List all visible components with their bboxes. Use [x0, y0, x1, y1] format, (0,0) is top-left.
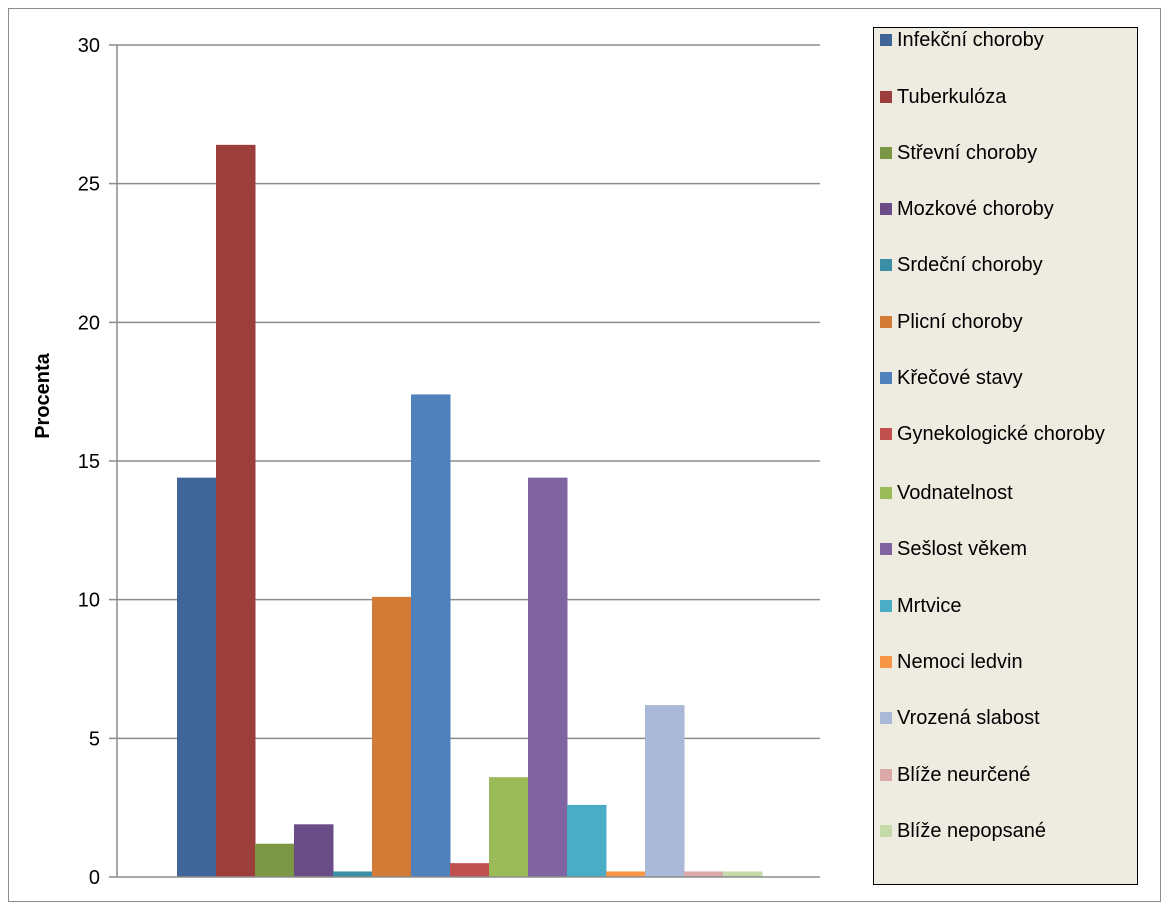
legend-label: Blíže nepopsané	[897, 820, 1047, 842]
bar	[528, 477, 568, 877]
legend-swatch	[880, 316, 892, 328]
legend-swatch	[880, 203, 892, 215]
legend-swatch	[880, 91, 892, 103]
legend-item: Tuberkulóza	[880, 85, 1132, 109]
legend-label: Tuberkulóza	[897, 86, 1007, 108]
bar	[684, 871, 724, 877]
bar	[606, 871, 646, 877]
legend-item: Sešlost věkem	[880, 537, 1132, 561]
legend-label: Mrtvice	[897, 595, 962, 617]
bar	[255, 843, 295, 877]
legend-item: Blíže nepopsané	[880, 819, 1132, 843]
bar	[177, 477, 217, 877]
legend-item: Křečové stavy	[880, 366, 1132, 390]
legend-item: Nemoci ledvin	[880, 650, 1132, 674]
legend-label: Křečové stavy	[897, 367, 1023, 389]
legend-label: Vodnatelnost	[897, 482, 1013, 504]
bar	[645, 705, 685, 877]
bar	[567, 804, 607, 877]
bar	[372, 596, 412, 877]
y-tick-label: 15	[78, 451, 100, 473]
y-tick-label: 25	[78, 174, 100, 196]
legend-swatch	[880, 147, 892, 159]
legend-item: Střevní choroby	[880, 141, 1132, 165]
legend-swatch	[880, 428, 892, 440]
legend-item: Vodnatelnost	[880, 481, 1132, 505]
bar	[294, 824, 334, 877]
legend-label: Střevní choroby	[897, 142, 1038, 164]
bar	[411, 394, 451, 877]
legend-item: Plicní choroby	[880, 310, 1132, 334]
y-tick-label: 30	[78, 35, 100, 57]
legend-swatch	[880, 600, 892, 612]
y-tick-label: 20	[78, 312, 100, 334]
legend-item: Mrtvice	[880, 594, 1132, 618]
legend-item: Vrozená slabost	[880, 706, 1132, 730]
bar	[450, 863, 490, 877]
legend-label: Gynekologické choroby	[897, 423, 1105, 445]
legend-swatch	[880, 259, 892, 271]
y-axis-label: Procenta	[32, 352, 54, 438]
legend-swatch	[880, 712, 892, 724]
legend-swatch	[880, 656, 892, 668]
y-tick-label: 10	[78, 590, 100, 612]
legend-label: Srdeční choroby	[897, 254, 1043, 276]
legend-swatch	[880, 825, 892, 837]
y-tick-label: 0	[89, 867, 100, 889]
legend-item: Srdeční choroby	[880, 253, 1132, 277]
legend-label: Blíže neurčené	[897, 764, 1031, 786]
bar	[216, 144, 256, 878]
legend-item: Blíže neurčené	[880, 763, 1132, 787]
y-tick-label: 5	[89, 728, 100, 750]
legend-item: Mozkové choroby	[880, 197, 1132, 221]
legend-label: Nemoci ledvin	[897, 651, 1023, 673]
chart-legend: Infekční choroby Tuberkulóza Střevní choro…	[873, 27, 1138, 885]
legend-swatch	[880, 34, 892, 46]
bar	[723, 871, 763, 877]
legend-swatch	[880, 487, 892, 499]
legend-swatch	[880, 372, 892, 384]
legend-label: Sešlost věkem	[897, 538, 1028, 560]
legend-label: Plicní choroby	[897, 311, 1023, 333]
legend-item: Infekční choroby	[880, 28, 1132, 52]
bar	[489, 777, 529, 877]
legend-label: Infekční choroby	[897, 29, 1044, 51]
legend-label: Mozkové choroby	[897, 198, 1054, 220]
legend-item: Gynekologické choroby	[880, 422, 1132, 446]
legend-swatch	[880, 543, 892, 555]
legend-swatch	[880, 769, 892, 781]
bar	[333, 871, 373, 877]
legend-label: Vrozená slabost	[897, 707, 1040, 729]
